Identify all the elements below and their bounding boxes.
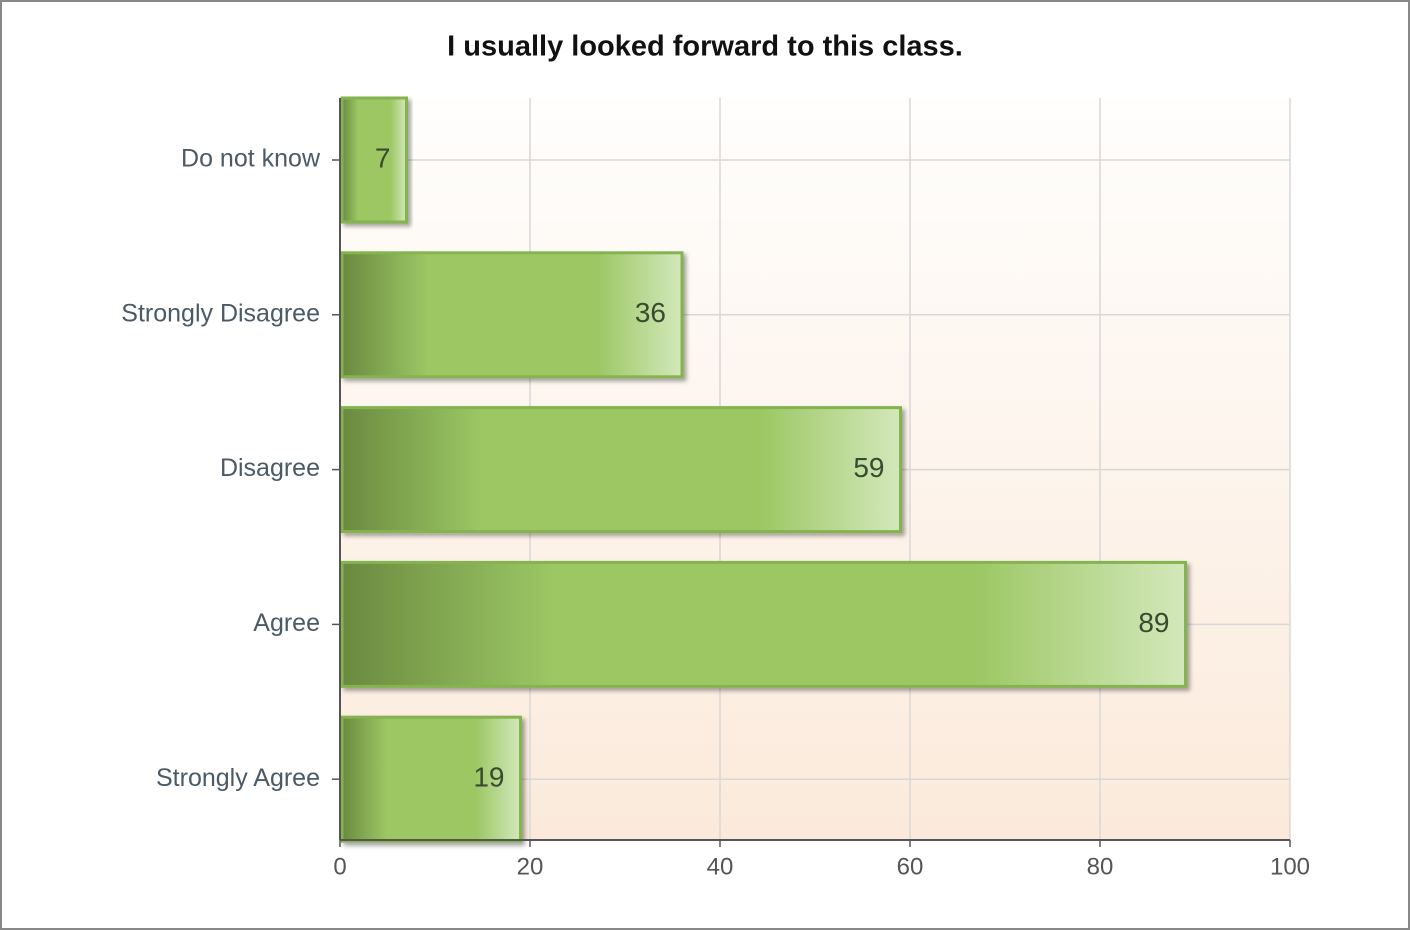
value-label: 7 xyxy=(375,142,391,173)
value-label: 36 xyxy=(635,297,666,328)
x-tick-label: 80 xyxy=(1087,853,1114,880)
bar xyxy=(340,560,1187,688)
y-tick-label: Strongly Agree xyxy=(156,764,320,792)
bar xyxy=(340,715,522,843)
y-tick-label: Disagree xyxy=(220,454,320,482)
bar xyxy=(340,251,684,379)
bar xyxy=(340,96,408,224)
x-tick-label: 40 xyxy=(707,853,734,880)
x-tick-label: 20 xyxy=(517,853,544,880)
value-label: 89 xyxy=(1138,607,1169,638)
x-tick-label: 60 xyxy=(897,853,924,880)
y-tick-label: Agree xyxy=(253,609,320,637)
y-tick-label: Strongly Disagree xyxy=(121,299,320,327)
y-tick-label: Do not know xyxy=(181,145,321,173)
x-tick-label: 0 xyxy=(333,853,346,880)
chart-title: I usually looked forward to this class. xyxy=(447,31,963,63)
value-label: 59 xyxy=(853,452,884,483)
bar xyxy=(340,406,902,534)
value-label: 19 xyxy=(473,762,504,793)
x-tick-label: 100 xyxy=(1270,853,1310,880)
